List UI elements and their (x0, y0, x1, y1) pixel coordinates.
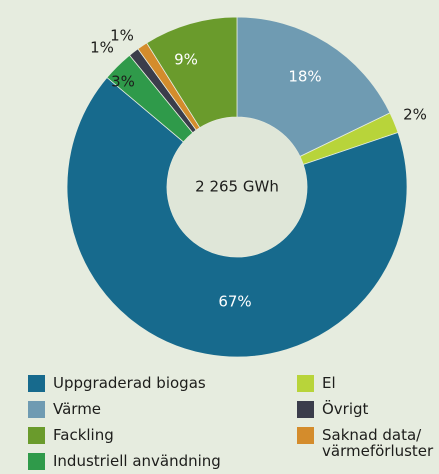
center-label: 2 265 GWh (195, 178, 279, 196)
value-label: 1% (90, 39, 114, 57)
legend-swatch (297, 375, 314, 392)
legend-label: Övrigt (322, 400, 369, 418)
legend-label: Fackling (53, 426, 114, 444)
legend-label: Saknad data/ värmeförluster (322, 426, 434, 460)
value-label: 1% (110, 27, 134, 45)
legend-swatch (28, 453, 45, 470)
legend-entry: El (297, 375, 336, 392)
value-label: 18% (288, 68, 321, 86)
legend-entry: Värme (28, 401, 101, 418)
legend-entry: Övrigt (297, 401, 368, 418)
legend-label: Industriell användning (53, 452, 221, 470)
legend-swatch (28, 375, 45, 392)
legend-swatch (297, 401, 314, 418)
legend-entry: Saknad data/ värmeförluster (297, 427, 433, 459)
legend-entry: Fackling (28, 427, 114, 444)
legend-entry: Industriell användning (28, 453, 221, 470)
donut-chart: 18% 2% 67% 3% 1%1% 9% 2 265 GWh (66, 16, 427, 358)
legend-swatch (28, 427, 45, 444)
value-label: 2% (403, 106, 427, 124)
legend-label: Uppgraderad biogas (53, 374, 206, 392)
legend-swatch (297, 427, 314, 444)
legend-label: Värme (53, 400, 102, 418)
legend-label: El (322, 374, 336, 392)
value-label: 9% (174, 51, 198, 69)
legend-swatch (28, 401, 45, 418)
legend-entry: Uppgraderad biogas (28, 375, 206, 392)
value-label: 67% (218, 293, 251, 311)
value-label: 3% (111, 73, 135, 91)
donut-hole (167, 117, 307, 257)
